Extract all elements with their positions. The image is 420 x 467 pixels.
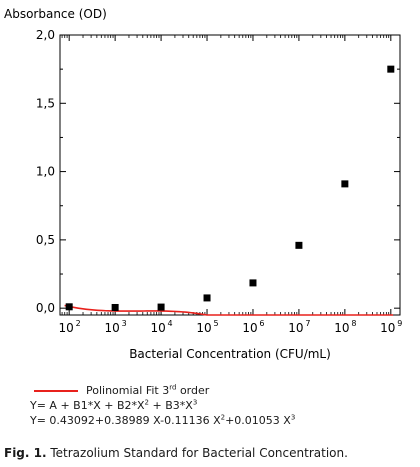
x-tick-label: 10 bbox=[196, 321, 211, 335]
x-tick-label: 10 bbox=[334, 321, 349, 335]
legend-fit-label: Polinomial Fit 3rd order bbox=[86, 383, 210, 397]
y-tick-label: 0,0 bbox=[36, 301, 55, 315]
axis-ticks bbox=[60, 34, 400, 315]
x-axis-label: Bacterial Concentration (CFU/mL) bbox=[129, 347, 331, 361]
figure-caption: Fig. 1. Tetrazolium Standard for Bacteri… bbox=[4, 446, 348, 460]
x-tick-label: 10 bbox=[242, 321, 257, 335]
data-point bbox=[203, 294, 211, 302]
x-tick-label: 10 bbox=[380, 321, 395, 335]
x-tick-exponent: 9 bbox=[397, 319, 402, 328]
data-points bbox=[65, 65, 395, 311]
y-tick-label: 1,0 bbox=[36, 165, 55, 179]
x-tick-label: 10 bbox=[150, 321, 165, 335]
x-tick-labels: 10 2 10 3 10 4 10 5 10 6 10 7 10 8 10 9 bbox=[59, 319, 403, 335]
data-point bbox=[249, 279, 257, 287]
legend-line-swatch bbox=[34, 389, 78, 392]
x-tick-exponent: 3 bbox=[122, 319, 127, 328]
x-tick-exponent: 2 bbox=[76, 319, 81, 328]
x-tick-label: 10 bbox=[288, 321, 303, 335]
x-tick-exponent: 5 bbox=[213, 319, 218, 328]
x-tick-label: 10 bbox=[59, 321, 74, 335]
data-point bbox=[65, 303, 73, 311]
general-equation: Y= A + B1*X + B2*X2 + B3*X3 bbox=[30, 398, 198, 412]
legend-fit-entry: Polinomial Fit 3rd order bbox=[30, 383, 295, 398]
data-point bbox=[387, 65, 395, 73]
x-tick-exponent: 6 bbox=[259, 319, 264, 328]
data-point bbox=[341, 180, 349, 188]
chart: 0,00,51,01,52,0 10 2 10 3 10 4 10 5 10 6 10 7 10 8 10 9… bbox=[4, 7, 403, 361]
data-point bbox=[111, 303, 119, 311]
fit-curve bbox=[64, 304, 394, 316]
x-tick-exponent: 8 bbox=[351, 319, 356, 328]
y-tick-label: 0,5 bbox=[36, 233, 55, 247]
data-point bbox=[295, 241, 303, 249]
x-tick-exponent: 4 bbox=[168, 319, 173, 328]
legend: Polinomial Fit 3rd order Y= A + B1*X + B… bbox=[30, 383, 295, 428]
y-axis-label: Absorbance (OD) bbox=[4, 7, 107, 21]
y-tick-labels: 0,0 0,5 1,0 1,5 2,0 bbox=[36, 28, 55, 315]
x-tick-exponent: 7 bbox=[305, 319, 310, 328]
y-tick-label: 2,0 bbox=[36, 28, 55, 42]
plot-frame bbox=[59, 34, 401, 316]
x-tick-label: 10 bbox=[104, 321, 119, 335]
data-point bbox=[157, 303, 165, 311]
fitted-equation: Y= 0.43092+0.38989 X-0.11136 X2+0.01053 … bbox=[30, 413, 296, 427]
y-tick-label: 1,5 bbox=[36, 96, 55, 110]
